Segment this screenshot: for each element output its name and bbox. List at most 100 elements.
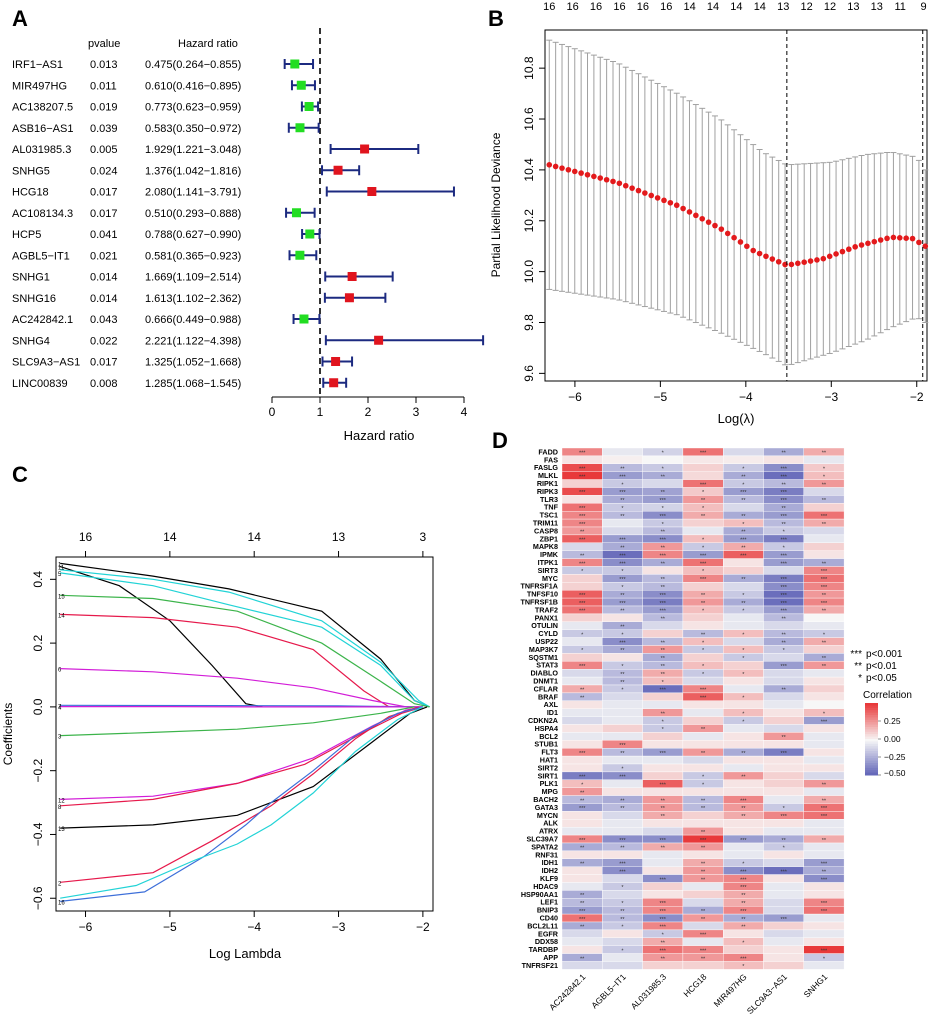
heatmap-cell-significance: *** (660, 917, 667, 923)
forest-row-hr-text: 0.581(0.365−0.923) (145, 250, 241, 262)
cv-point (871, 238, 878, 245)
heatmap-cell-significance: ** (741, 498, 746, 504)
heatmap-cell (561, 882, 603, 891)
heatmap-cell (561, 763, 603, 773)
heatmap-cell (561, 582, 603, 591)
heatmap-cell-significance: ** (661, 474, 666, 480)
cv-point (884, 235, 890, 242)
heatmap-cell (803, 700, 845, 709)
colorbar-step (865, 707, 878, 711)
heatmap-cell (602, 716, 643, 725)
heatmap-cell-significance: * (742, 482, 745, 488)
heatmap-cell-significance: * (621, 482, 624, 488)
heatmap-cell-significance: *** (619, 862, 626, 868)
heatmap-cell (803, 850, 845, 860)
cv-top-axis-label: 16 (543, 1, 555, 13)
heatmap-cell (803, 913, 845, 923)
heatmap-cell (682, 898, 724, 907)
heatmap-cell (561, 929, 603, 939)
heatmap-cell (602, 874, 643, 883)
heatmap-row-label: TARDBP (529, 945, 559, 954)
heatmap-cell-significance: ** (782, 506, 787, 512)
coef-path-line (60, 594, 430, 708)
heatmap-cell-significance: ** (782, 632, 787, 638)
coef-y-tick-label: −0.4 (31, 822, 45, 846)
heatmap-cell-significance: *** (619, 869, 626, 875)
coef-path-label: 7 (58, 704, 62, 710)
heatmap-cell-significance: * (621, 585, 624, 591)
heatmap-cell (561, 637, 603, 646)
heatmap-cell-significance: * (581, 632, 584, 638)
heatmap-cell (763, 961, 804, 970)
cv-point (858, 242, 865, 248)
heatmap-cell (723, 447, 764, 457)
hr-point-risk (331, 357, 341, 366)
heatmap-cell-significance: *** (740, 553, 747, 559)
cv-point (795, 260, 801, 267)
heatmap-cell-significance: *** (780, 593, 787, 599)
heatmap-row-label: ID1 (547, 708, 558, 717)
heatmap-cell-significance: *** (579, 609, 586, 615)
heatmap-cell (602, 929, 643, 939)
cv-y-axis-title: Partial Likelihood Deviance (489, 132, 503, 277)
heatmap-cell (682, 518, 724, 528)
cv-top-axis-label: 16 (613, 1, 625, 13)
heatmap-cell (561, 455, 603, 464)
heatmap-cell-significance: * (823, 956, 826, 962)
heatmap-cell (602, 850, 643, 860)
heatmap-cell-significance: ** (822, 482, 827, 488)
heatmap-cell-significance: *** (579, 538, 586, 544)
heatmap-cell (682, 921, 724, 931)
hr-point-protective (296, 80, 306, 90)
forest-x-tick-label: 4 (461, 405, 468, 419)
heatmap-row-label: HSP90AA1 (521, 890, 558, 899)
heatmap-cell (642, 771, 684, 781)
cv-point (584, 171, 591, 178)
heatmap-cell (763, 953, 804, 962)
heatmap-cell-significance: ** (620, 648, 625, 654)
cv-x-tick-label: −4 (739, 390, 753, 404)
heatmap-cell (723, 787, 764, 796)
coef-path-line (60, 706, 424, 807)
heatmap-cell (642, 621, 684, 630)
heatmap-cell (803, 755, 845, 765)
heatmap-cell (682, 755, 724, 765)
cv-point (890, 234, 897, 241)
sig-legend-symbol-2: ** (854, 661, 862, 672)
coef-top-axis-label: 3 (420, 530, 427, 544)
cv-top-axis-label: 14 (730, 1, 742, 13)
colorbar-step (865, 727, 878, 730)
cv-point (654, 195, 661, 201)
heatmap-cell-significance: * (783, 806, 786, 812)
colorbar-step (865, 719, 878, 723)
coef-path-line (60, 569, 430, 708)
heatmap-cell (682, 613, 724, 623)
heatmap-row-label: SLC39A7 (526, 835, 558, 844)
forest-row-hr-text: 2.080(1.141−3.791) (145, 187, 241, 199)
heatmap-cell-significance: *** (740, 877, 747, 883)
heatmap-cell (642, 858, 684, 867)
heatmap-cell-significance: ** (822, 522, 827, 528)
heatmap-cell-significance: ** (701, 751, 706, 757)
forest-row-name: HCG18 (12, 187, 49, 199)
heatmap-cell-significance: ** (782, 522, 787, 528)
heatmap-cell-significance: *** (821, 601, 828, 607)
heatmap-cell-significance: * (702, 506, 705, 512)
heatmap-cell-significance: ** (701, 862, 706, 868)
heatmap-cell (602, 755, 643, 765)
hr-point-risk (333, 165, 343, 175)
heatmap-cell (561, 866, 603, 875)
heatmap-cell (723, 613, 764, 623)
heatmap-cell (763, 937, 804, 946)
heatmap-row-label: TLR3 (540, 495, 558, 504)
cv-point (699, 215, 706, 222)
heatmap-cell (723, 637, 764, 646)
forest-row-name: AL031985.3 (12, 144, 71, 156)
cv-point (622, 182, 629, 189)
heatmap-row-label: DDX58 (535, 937, 558, 946)
heatmap-cell (803, 455, 845, 464)
heatmap-cell (763, 874, 804, 883)
panel-label-d: D (492, 428, 508, 453)
heatmap-cell-significance: ** (782, 640, 787, 646)
heatmap-cell (602, 708, 643, 717)
